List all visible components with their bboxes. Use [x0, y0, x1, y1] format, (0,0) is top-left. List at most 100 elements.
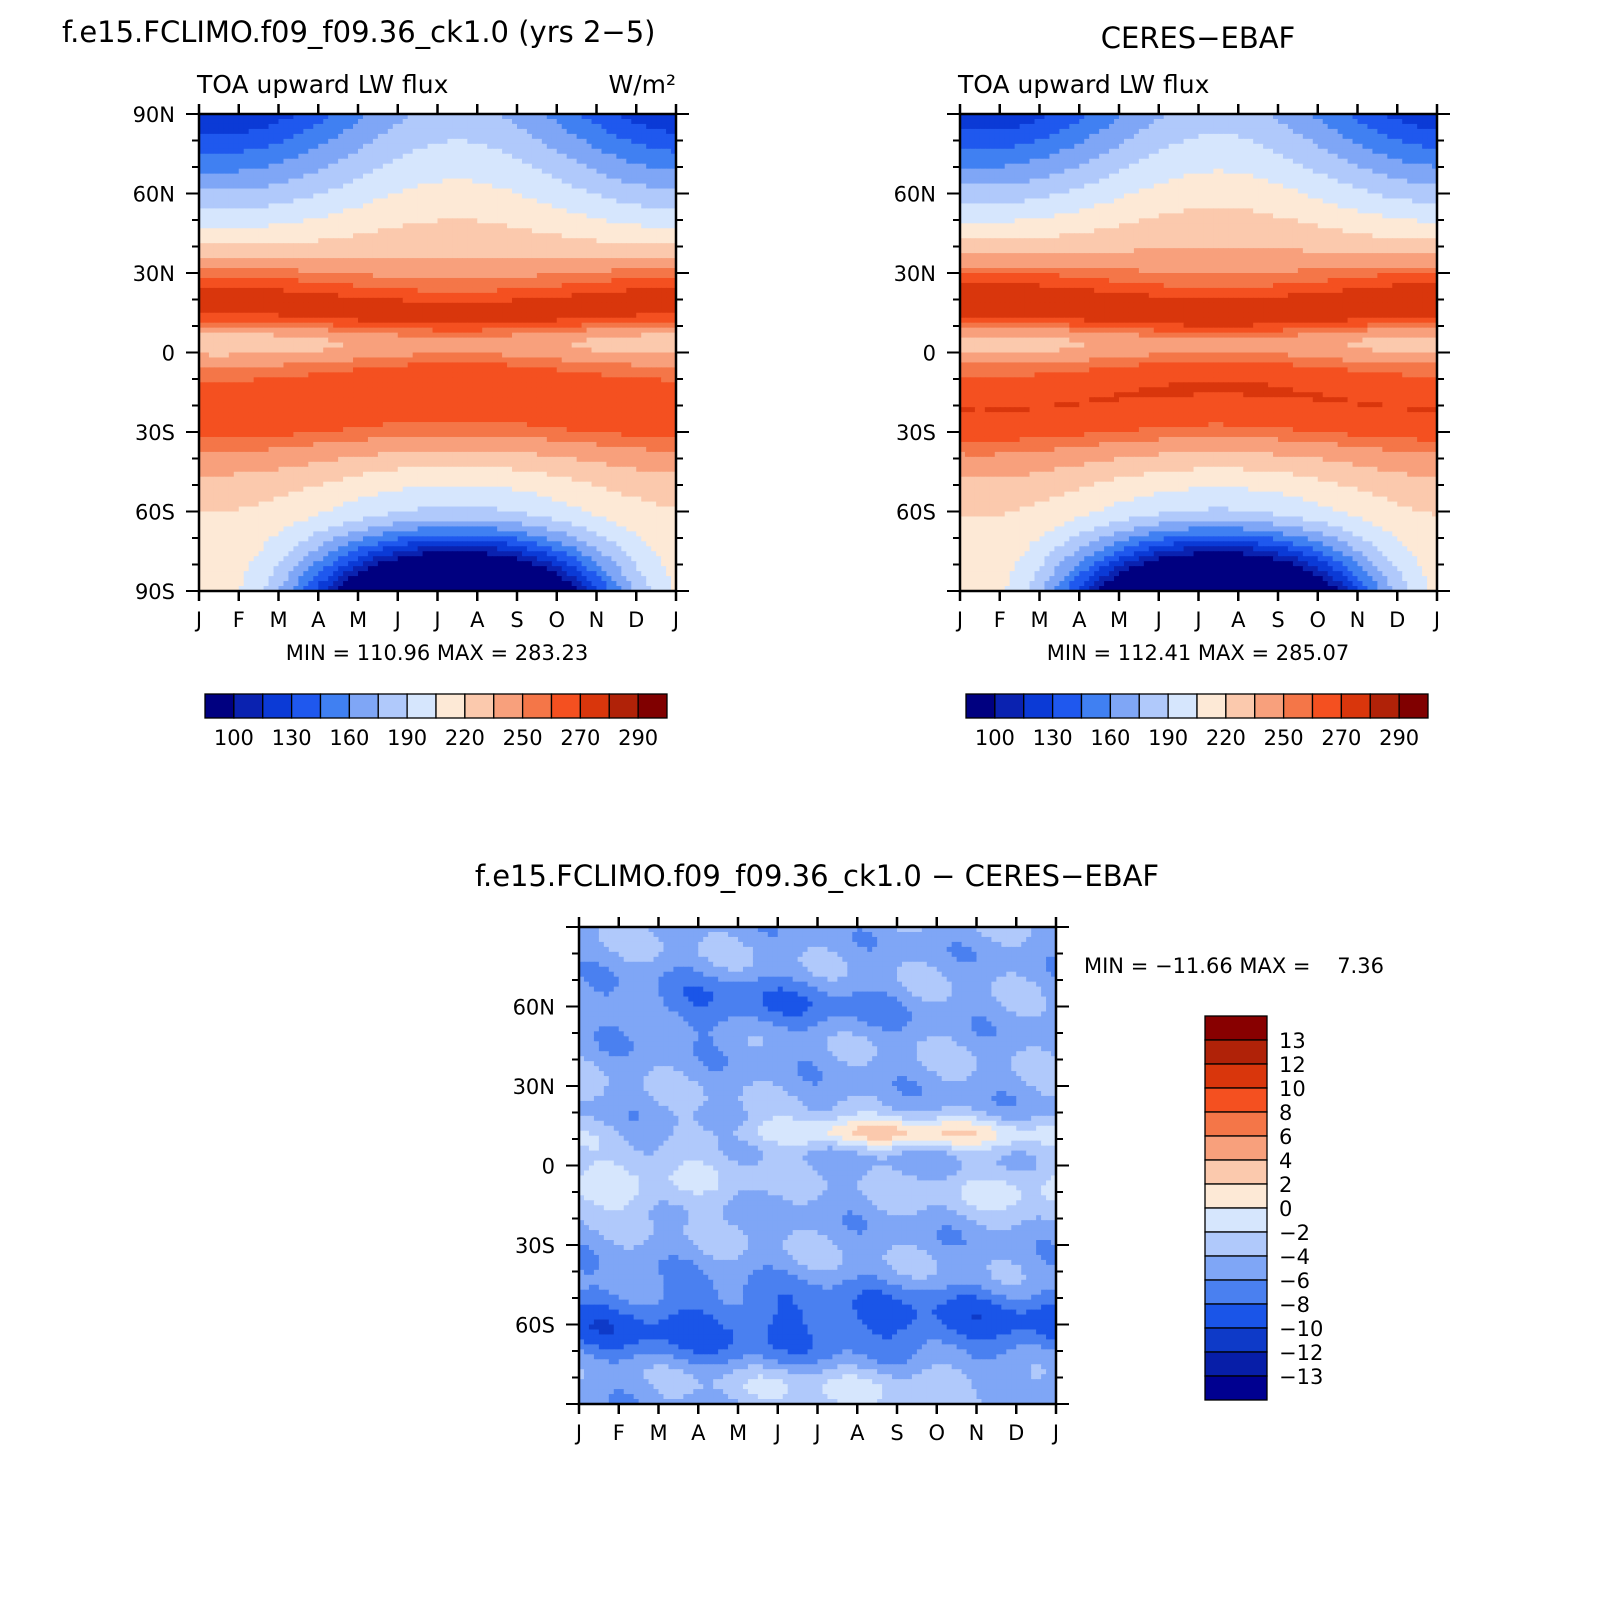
- field-cell: [199, 357, 205, 364]
- field-cell: [626, 198, 632, 205]
- field-cell: [591, 133, 598, 140]
- field-cell: [462, 133, 468, 140]
- field-cell: [427, 327, 434, 334]
- field-cell: [318, 352, 324, 359]
- field-cell: [203, 263, 210, 269]
- field-cell: [283, 183, 290, 190]
- field-cell: [531, 118, 538, 125]
- field-cell: [308, 133, 314, 140]
- field-cell: [263, 118, 270, 125]
- field-cell: [581, 277, 588, 284]
- field-cell: [412, 248, 419, 254]
- field-cell: [591, 243, 598, 249]
- field-cell: [268, 292, 275, 299]
- field-cell: [323, 223, 329, 229]
- field-cell: [626, 138, 632, 145]
- field-cell: [541, 337, 548, 344]
- field-cell: [442, 297, 449, 304]
- field-cell: [512, 357, 518, 364]
- field-cell: [338, 243, 344, 249]
- field-cell: [278, 178, 285, 185]
- field-cell: [203, 168, 210, 175]
- field-cell: [631, 292, 637, 299]
- field-cell: [308, 243, 314, 249]
- field-cell: [303, 218, 309, 224]
- field-cell: [536, 193, 543, 200]
- field-cell: [571, 253, 578, 259]
- field-cell: [477, 332, 483, 339]
- field-cell: [422, 253, 429, 259]
- field-cell: [397, 292, 404, 299]
- field-cell: [387, 228, 394, 234]
- field-cell: [417, 153, 424, 160]
- field-cell: [253, 302, 260, 309]
- field-cell: [407, 273, 414, 279]
- field-cell: [536, 143, 543, 150]
- field-cell: [447, 163, 454, 170]
- field-cell: [427, 362, 434, 369]
- field-cell: [566, 263, 573, 269]
- field-cell: [243, 287, 250, 294]
- field-cell: [666, 123, 672, 130]
- field-cell: [462, 367, 468, 373]
- field-cell: [258, 208, 265, 214]
- field-cell: [656, 277, 662, 284]
- field-cell: [536, 173, 543, 180]
- field-cell: [387, 367, 394, 373]
- field-cell: [238, 367, 245, 373]
- field-cell: [258, 193, 265, 200]
- field-cell: [333, 367, 339, 373]
- field-cell: [586, 228, 593, 234]
- field-cell: [233, 138, 240, 145]
- field-cell: [497, 248, 503, 254]
- field-cell: [636, 287, 642, 294]
- field-cell: [447, 302, 454, 309]
- field-cell: [437, 163, 444, 170]
- field-cell: [343, 123, 349, 130]
- field-cell: [447, 128, 454, 135]
- field-cell: [492, 178, 498, 185]
- field-cell: [551, 128, 558, 135]
- field-cell: [313, 277, 319, 284]
- field-cell: [556, 153, 563, 160]
- field-cell: [377, 297, 384, 304]
- field-cell: [318, 243, 324, 249]
- field-cell: [671, 218, 676, 224]
- field-cell: [641, 123, 647, 130]
- field-cell: [507, 238, 513, 244]
- field-cell: [203, 322, 210, 329]
- field-cell: [447, 347, 454, 354]
- field-cell: [278, 143, 285, 150]
- field-cell: [477, 123, 483, 130]
- field-cell: [452, 362, 458, 369]
- field-cell: [666, 128, 672, 135]
- field-cell: [273, 317, 280, 324]
- field-cell: [417, 228, 424, 234]
- field-cell: [492, 352, 498, 359]
- field-cell: [313, 138, 319, 145]
- field-cell: [402, 357, 409, 364]
- field-cell: [541, 302, 548, 309]
- field-cell: [576, 228, 583, 234]
- field-cell: [437, 198, 444, 205]
- field-cell: [551, 307, 558, 314]
- field-cell: [437, 183, 444, 190]
- field-cell: [576, 233, 583, 239]
- field-cell: [348, 168, 354, 175]
- field-cell: [372, 173, 379, 180]
- field-cell: [457, 138, 463, 145]
- field-cell: [487, 292, 493, 299]
- field-cell: [616, 193, 622, 200]
- field-cell: [199, 268, 205, 274]
- field-cell: [591, 148, 598, 155]
- field-cell: [502, 352, 508, 359]
- field-cell: [581, 317, 588, 324]
- field-cell: [353, 233, 359, 239]
- field-cell: [576, 268, 583, 274]
- field-cell: [507, 268, 513, 274]
- field-cell: [666, 233, 672, 239]
- field-cell: [447, 213, 454, 219]
- field-cell: [561, 322, 568, 329]
- field-cell: [521, 273, 528, 279]
- field-cell: [472, 123, 478, 130]
